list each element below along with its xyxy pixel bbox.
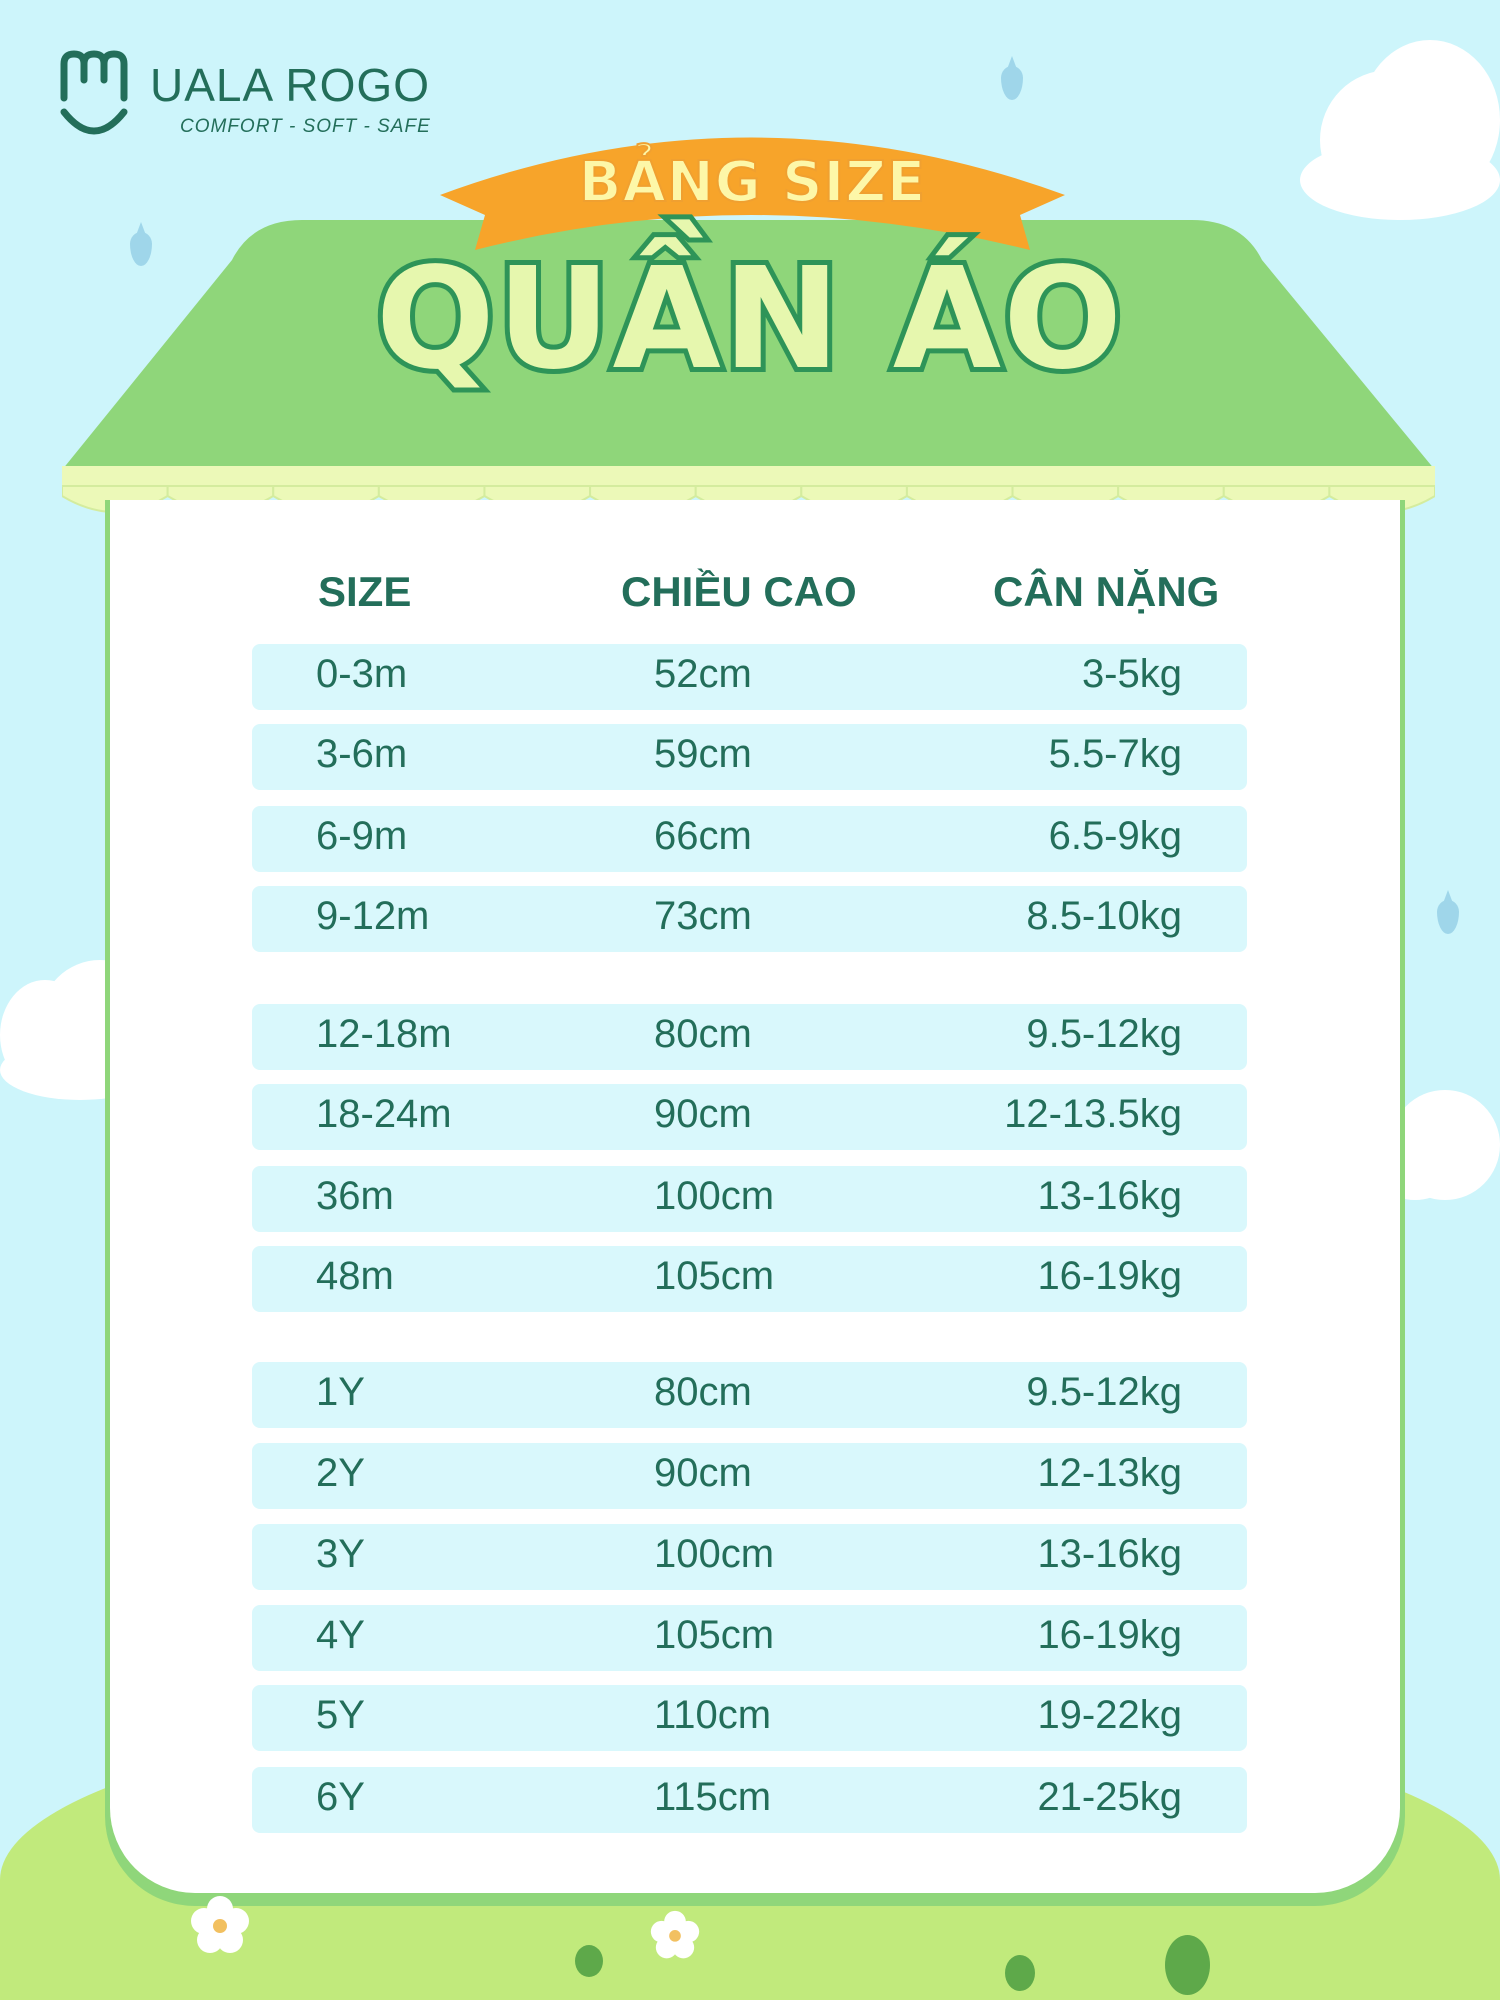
- cell-weight: 16-19kg: [1037, 1613, 1182, 1657]
- table-row: 0-3m 52cm 3-5kg: [252, 644, 1247, 710]
- cell-size: 2Y: [316, 1451, 365, 1495]
- brand-tagline: COMFORT - SOFT - SAFE: [180, 116, 431, 137]
- cell-height: 115cm: [654, 1775, 772, 1819]
- table-row: 9-12m 73cm 8.5-10kg: [252, 886, 1247, 952]
- table-row: 18-24m 90cm 12-13.5kg: [252, 1084, 1247, 1150]
- table-row: 3Y 100cm 13-16kg: [252, 1524, 1247, 1590]
- cell-height: 59cm: [654, 732, 752, 776]
- cell-height: 105cm: [654, 1613, 775, 1657]
- banner-ribbon: [440, 137, 1065, 250]
- table-row: 36m 100cm 13-16kg: [252, 1166, 1247, 1232]
- table-row: 2Y 90cm 12-13kg: [252, 1443, 1247, 1509]
- cell-weight: 3-5kg: [1081, 652, 1182, 696]
- flower-icon: [191, 1896, 249, 1953]
- grass-blob: [1165, 1935, 1210, 1995]
- column-header-weight: CÂN NẶNG: [993, 568, 1220, 615]
- uala-rogo-logo-icon: [60, 50, 128, 135]
- cell-size: 3Y: [316, 1532, 365, 1576]
- flower-icon: [650, 1910, 700, 1959]
- cell-size: 5Y: [316, 1693, 365, 1737]
- cell-height: 80cm: [654, 1370, 752, 1414]
- awning-roof: [62, 220, 1435, 470]
- cell-weight: 12-13.5kg: [1004, 1092, 1182, 1136]
- table-row: 5Y 110cm 19-22kg: [252, 1685, 1247, 1751]
- cell-size: 0-3m: [316, 652, 408, 696]
- grass-blob: [575, 1945, 603, 1977]
- cell-height: 52cm: [654, 652, 752, 696]
- cell-height: 100cm: [654, 1532, 775, 1576]
- cell-height: 90cm: [654, 1092, 752, 1136]
- table-row: 6-9m 66cm 6.5-9kg: [252, 806, 1247, 872]
- cell-height: 110cm: [654, 1693, 772, 1737]
- table-row: 48m 105cm 16-19kg: [252, 1246, 1247, 1312]
- cell-weight: 19-22kg: [1037, 1693, 1182, 1737]
- cell-size: 18-24m: [316, 1092, 452, 1136]
- cell-weight: 16-19kg: [1037, 1254, 1182, 1298]
- column-header-size: SIZE: [318, 568, 412, 615]
- table-row: 6Y 115cm 21-25kg: [252, 1767, 1247, 1833]
- cell-size: 12-18m: [316, 1012, 452, 1056]
- table-row: 3-6m 59cm 5.5-7kg: [252, 724, 1247, 790]
- grass-blob: [1005, 1955, 1035, 1991]
- cell-size: 6Y: [316, 1775, 365, 1819]
- cell-weight: 21-25kg: [1037, 1775, 1182, 1819]
- raindrop-icon: [1437, 900, 1459, 934]
- cell-weight: 13-16kg: [1037, 1174, 1182, 1218]
- cell-size: 36m: [316, 1174, 394, 1218]
- table-row: 1Y 80cm 9.5-12kg: [252, 1362, 1247, 1428]
- cell-weight: 8.5-10kg: [1026, 894, 1182, 938]
- cell-weight: 6.5-9kg: [1048, 814, 1182, 858]
- column-header-height: CHIỀU CAO: [621, 568, 857, 615]
- cell-weight: 12-13kg: [1037, 1451, 1182, 1495]
- raindrop-icon: [130, 232, 152, 266]
- page-title: QUẦN ÁO: [371, 238, 1127, 401]
- cell-height: 90cm: [654, 1451, 752, 1495]
- cell-size: 4Y: [316, 1613, 365, 1657]
- cell-height: 73cm: [654, 894, 752, 938]
- cell-height: 105cm: [654, 1254, 775, 1298]
- cell-size: 3-6m: [316, 732, 408, 776]
- cell-weight: 13-16kg: [1037, 1532, 1182, 1576]
- cell-size: 1Y: [316, 1370, 365, 1414]
- cell-size: 6-9m: [316, 814, 408, 858]
- banner-label: BẢNG SIZE: [578, 149, 927, 216]
- cell-weight: 9.5-12kg: [1026, 1370, 1182, 1414]
- cell-size: 48m: [316, 1254, 394, 1298]
- raindrop-icon: [1001, 66, 1023, 100]
- cell-height: 100cm: [654, 1174, 775, 1218]
- brand-name: UALA ROGO: [150, 59, 430, 111]
- table-row: 4Y 105cm 16-19kg: [252, 1605, 1247, 1671]
- cell-height: 80cm: [654, 1012, 752, 1056]
- table-row: 12-18m 80cm 9.5-12kg: [252, 1004, 1247, 1070]
- cell-weight: 9.5-12kg: [1026, 1012, 1182, 1056]
- cell-height: 66cm: [654, 814, 752, 858]
- cell-weight: 5.5-7kg: [1048, 732, 1182, 776]
- cell-size: 9-12m: [316, 894, 430, 938]
